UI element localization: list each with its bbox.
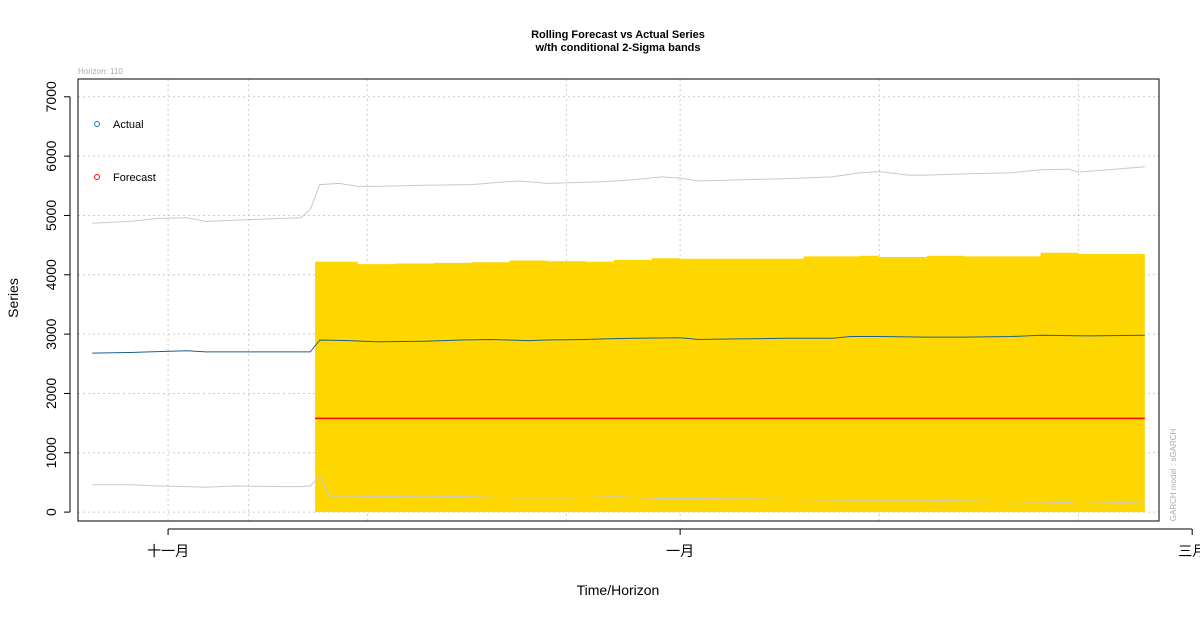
y-tick-label: 2000 [43, 378, 59, 409]
y-tick-label: 3000 [43, 318, 59, 349]
plot-frame [77, 78, 1160, 522]
y-tick-label: 6000 [43, 140, 59, 171]
y-tick-label: 5000 [43, 200, 59, 231]
x-tick-label: 一月 [666, 543, 694, 559]
actual-series-line [92, 334, 1145, 354]
sigma-band-area [315, 251, 1145, 513]
horizon-label: Horizon: 110 [78, 67, 123, 76]
x-tick-label: 十一月 [147, 543, 189, 559]
y-tick-label: 4000 [43, 259, 59, 290]
y-tick-label: 0 [43, 508, 59, 516]
chart-subtitle: w/th conditional 2-Sigma bands [534, 42, 700, 54]
legend-forecast-marker [94, 174, 100, 180]
chart-title: Rolling Forecast vs Actual Series [531, 29, 705, 41]
axes-layer: 0 1000 2000 3000 4000 5000 6000 7000 十一月 一月 三月 [43, 81, 1200, 559]
model-note: GARCH model : sGARCH [1169, 429, 1178, 522]
series-layer [92, 166, 1145, 504]
legend-actual-label: Actual [113, 119, 144, 131]
legend: Actual Forecast [94, 119, 156, 184]
band-layer [315, 251, 1145, 513]
y-tick-label: 7000 [43, 81, 59, 112]
x-tick-label: 三月 [1178, 543, 1200, 559]
x-axis-label: Time/Horizon [577, 582, 660, 598]
y-axis-label: Series [5, 278, 21, 318]
upper-sigma-line [92, 166, 1145, 224]
y-tick-label: 1000 [43, 437, 59, 468]
legend-actual-marker [94, 121, 100, 127]
legend-forecast-label: Forecast [113, 172, 156, 184]
lower-sigma-line [92, 475, 1145, 504]
